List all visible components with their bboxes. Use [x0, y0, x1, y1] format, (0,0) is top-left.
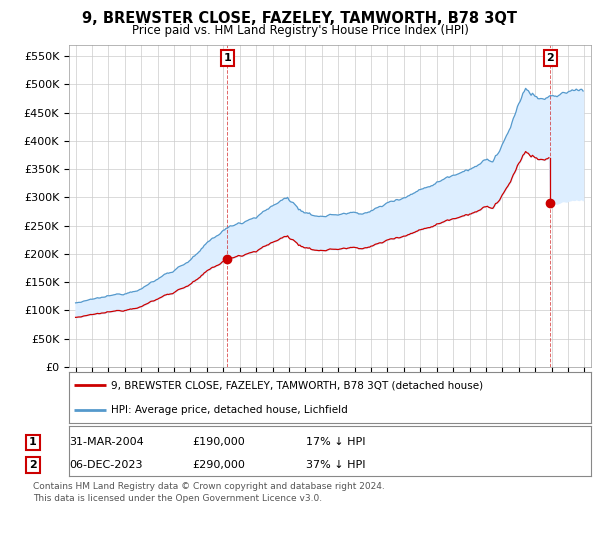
Text: 9, BREWSTER CLOSE, FAZELEY, TAMWORTH, B78 3QT: 9, BREWSTER CLOSE, FAZELEY, TAMWORTH, B7… [83, 11, 517, 26]
Text: 31-MAR-2004: 31-MAR-2004 [69, 437, 144, 447]
Text: 2: 2 [547, 53, 554, 63]
Text: £190,000: £190,000 [192, 437, 245, 447]
Text: 2: 2 [29, 460, 37, 470]
Text: 06-DEC-2023: 06-DEC-2023 [69, 460, 143, 470]
Text: 17% ↓ HPI: 17% ↓ HPI [306, 437, 365, 447]
Text: Contains HM Land Registry data © Crown copyright and database right 2024.
This d: Contains HM Land Registry data © Crown c… [33, 482, 385, 503]
Text: £290,000: £290,000 [192, 460, 245, 470]
Text: 1: 1 [29, 437, 37, 447]
Text: 1: 1 [224, 53, 231, 63]
Text: 37% ↓ HPI: 37% ↓ HPI [306, 460, 365, 470]
Text: Price paid vs. HM Land Registry's House Price Index (HPI): Price paid vs. HM Land Registry's House … [131, 24, 469, 36]
Text: HPI: Average price, detached house, Lichfield: HPI: Average price, detached house, Lich… [111, 405, 347, 415]
Text: 9, BREWSTER CLOSE, FAZELEY, TAMWORTH, B78 3QT (detached house): 9, BREWSTER CLOSE, FAZELEY, TAMWORTH, B7… [111, 380, 483, 390]
